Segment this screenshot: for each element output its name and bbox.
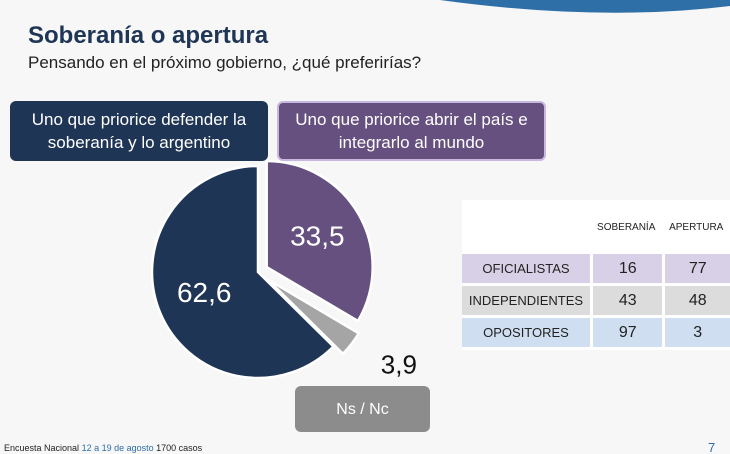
data-label: 33,5 — [290, 221, 345, 252]
header-cell: APERTURA — [669, 221, 724, 233]
subtitle: Pensando en el próximo gobierno, ¿qué pr… — [28, 53, 422, 72]
table: SOBERANÍA APERTURA OFICIALISTAS 16 77 INDEP… — [462, 200, 730, 350]
row-label: INDEPENDIENTES — [468, 293, 584, 308]
table-cell: 43 — [590, 286, 662, 315]
footer-cases: 1700 casos — [156, 443, 203, 453]
footer-dates: 12 a 19 de agosto — [81, 443, 154, 453]
row-label: OPOSITORES — [483, 325, 569, 340]
legend-entry: Uno que priorice abrir el país e integra… — [277, 101, 546, 161]
pie-slice — [265, 159, 374, 323]
footer: Encuesta Nacional 12 a 19 de agosto 1700… — [4, 443, 202, 453]
data-label: 3,9 — [381, 350, 417, 380]
table-header: SOBERANÍA APERTURA — [462, 203, 730, 251]
table-row: INDEPENDIENTES 43 48 — [462, 286, 730, 315]
table-wrap: SOBERANÍA APERTURA OFICIALISTAS 16 77 INDEP… — [462, 200, 730, 350]
table-row: OPOSITORES 97 3 — [462, 318, 730, 347]
table-cell: 77 — [662, 254, 730, 283]
legend-entry: Uno que priorice defender la soberanía y… — [10, 101, 268, 161]
title: Soberanía o apertura — [28, 22, 269, 49]
footer-source: Encuesta Nacional — [4, 443, 80, 453]
pie-slice — [150, 164, 336, 380]
pie-slice — [266, 278, 361, 356]
table-cell: 16 — [590, 254, 662, 283]
header-cell: SOBERANÍA — [597, 221, 656, 233]
table-cell: 97 — [590, 318, 662, 347]
page-number: 7 — [708, 440, 716, 454]
data-label: 62,6 — [177, 277, 232, 308]
table-row: OFICIALISTAS 16 77 — [462, 254, 730, 283]
row-label: OFICIALISTAS — [482, 261, 570, 276]
decoration — [440, 0, 730, 13]
table-cell: 48 — [662, 286, 730, 315]
table-cell: 3 — [662, 318, 730, 347]
header-cell — [462, 203, 590, 251]
legend-entry: Ns / Nc — [295, 386, 430, 432]
